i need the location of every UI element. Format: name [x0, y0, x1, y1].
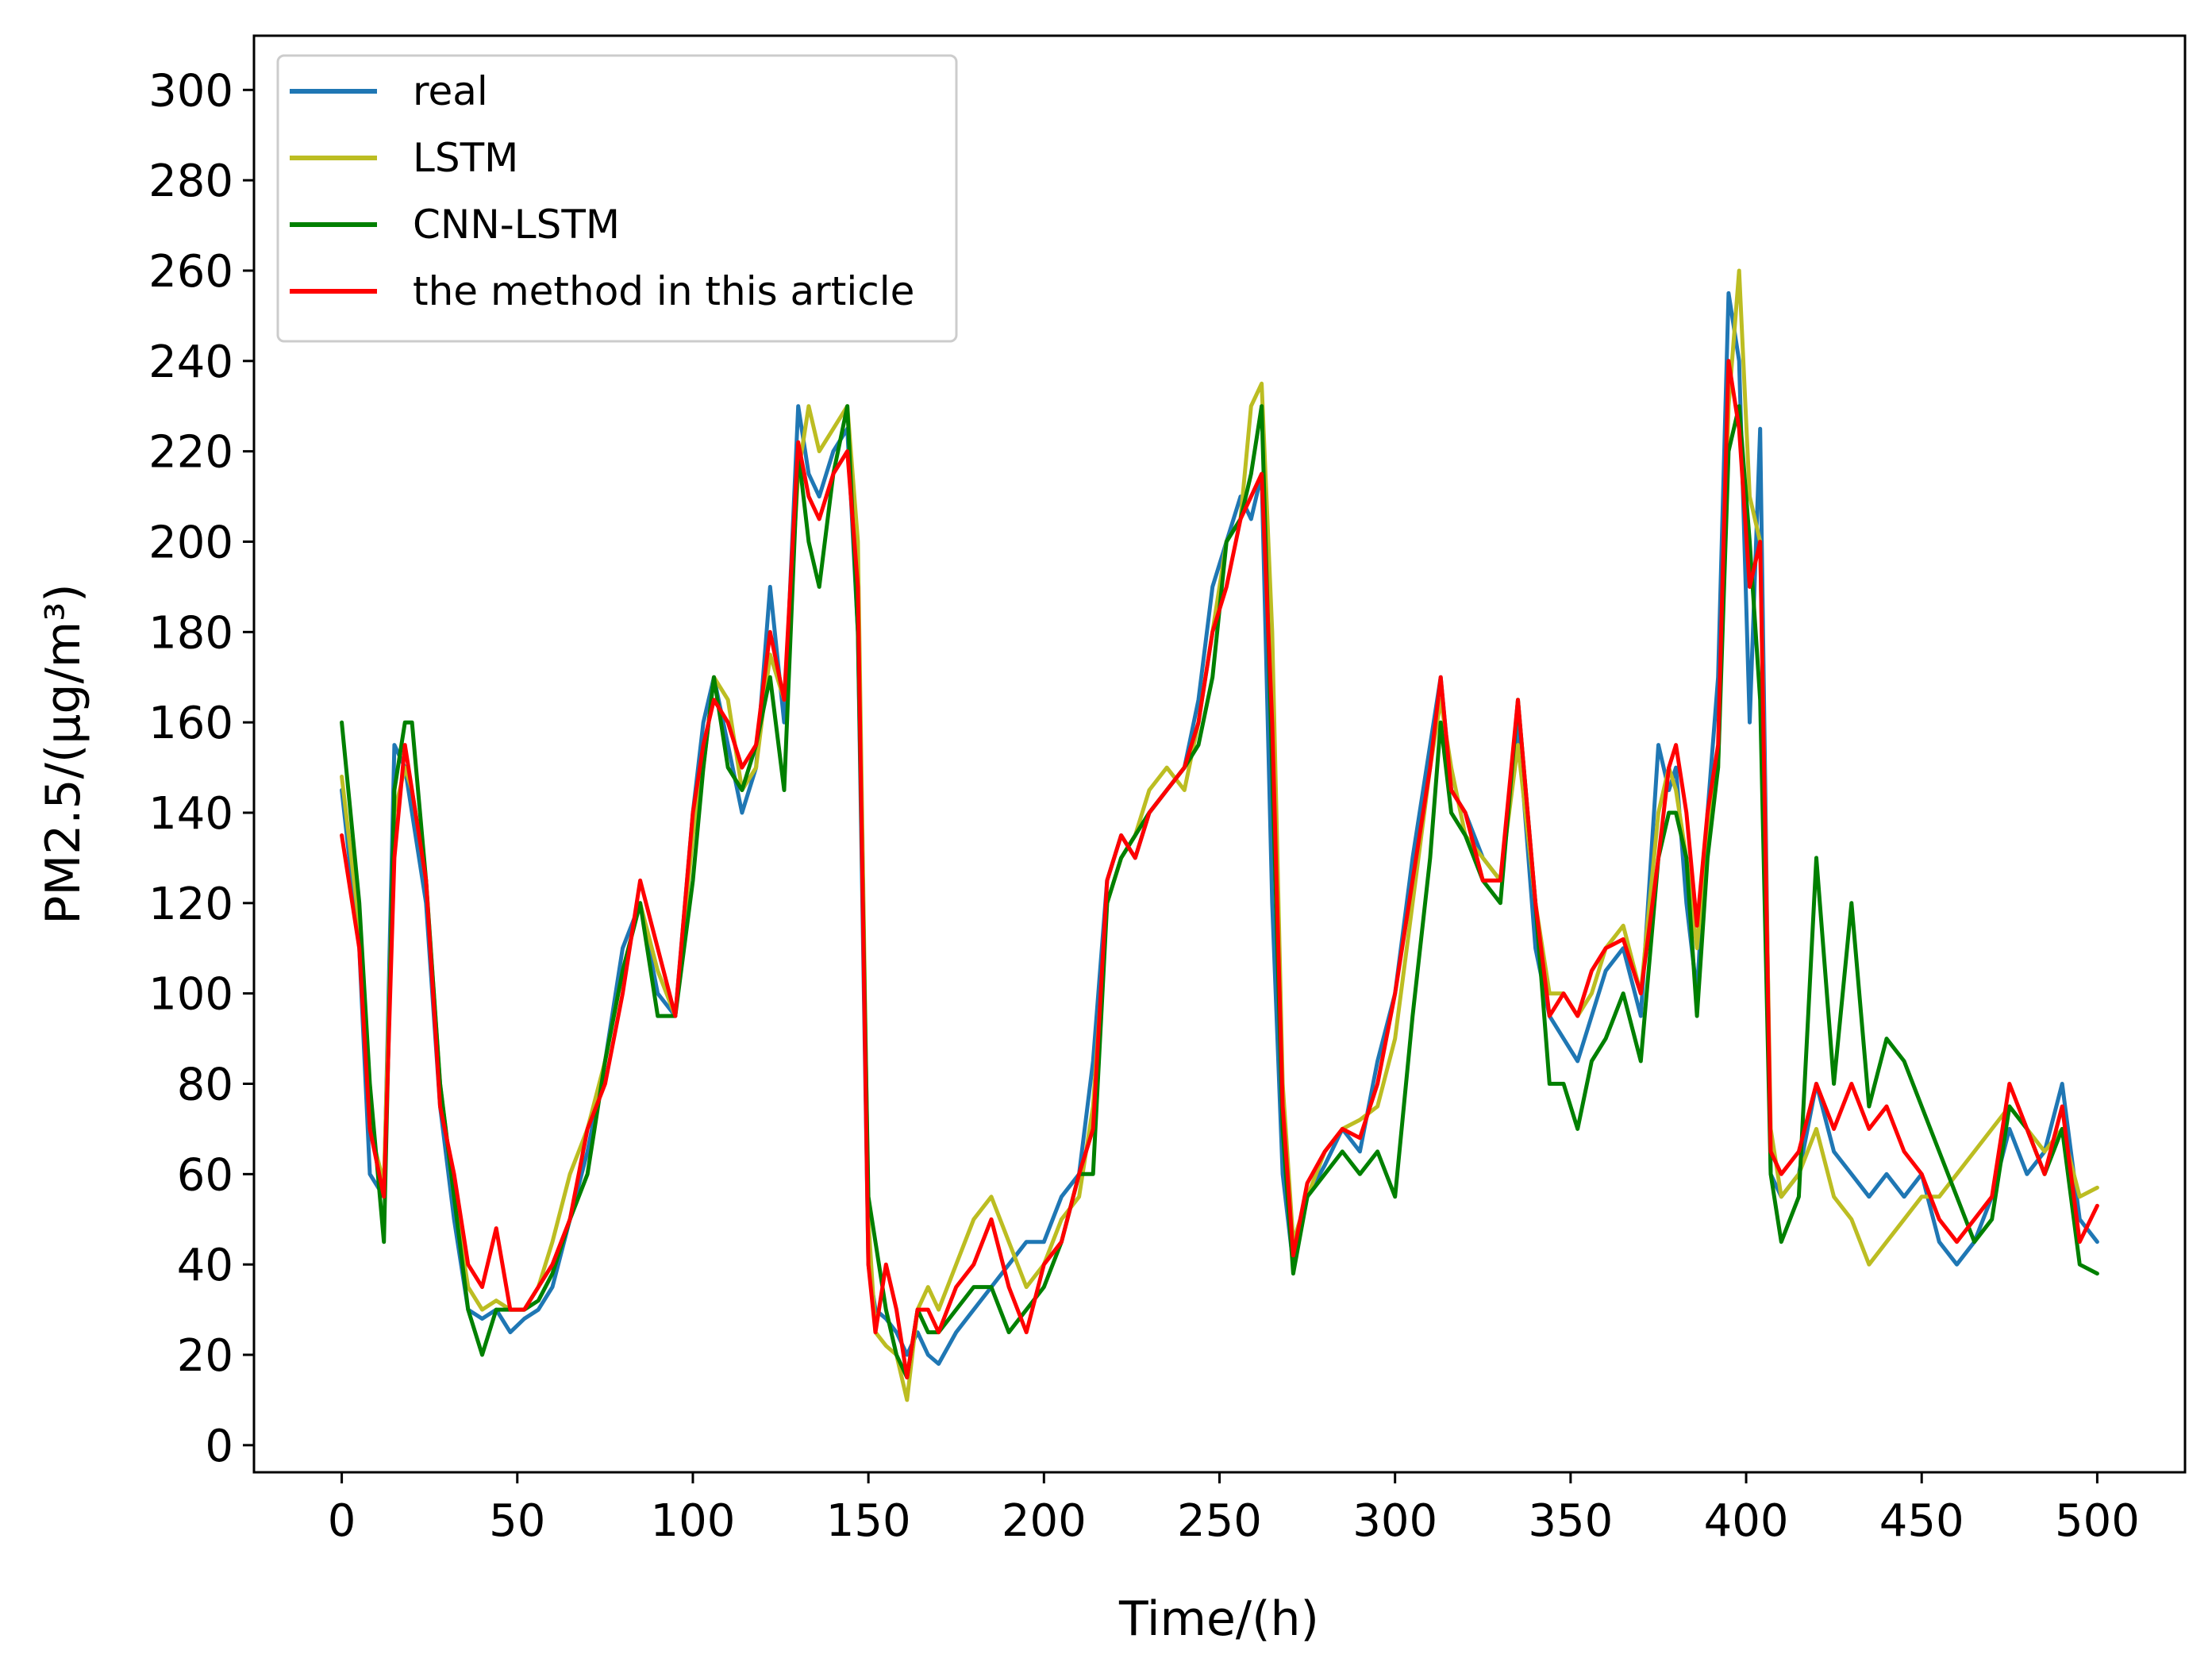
- x-tick-label-7: 350: [1528, 1495, 1613, 1547]
- x-tick-label-8: 400: [1704, 1495, 1789, 1547]
- y-tick-label-9: 180: [148, 607, 233, 659]
- y-tick-label-12: 240: [148, 337, 233, 388]
- y-axis-label: PM2.5/(μg/m³): [36, 583, 91, 924]
- y-tick-label-6: 120: [148, 879, 233, 930]
- y-tick-label-14: 280: [148, 156, 233, 207]
- legend: real LSTM CNN-LSTM the method in this artic…: [276, 54, 958, 343]
- x-tick-label-2: 100: [651, 1495, 736, 1547]
- x-tick-label-10: 500: [2055, 1495, 2140, 1547]
- y-tick-label-8: 160: [148, 698, 233, 749]
- legend-label-1: LSTM: [413, 135, 518, 181]
- legend-label-2: CNN-LSTM: [413, 202, 620, 248]
- y-tick-label-2: 40: [177, 1240, 233, 1291]
- x-tick-label-4: 200: [1002, 1495, 1087, 1547]
- legend-label-3: the method in this article: [413, 268, 914, 314]
- y-tick-label-1: 20: [177, 1330, 233, 1382]
- y-tick-label-11: 220: [148, 427, 233, 479]
- legend-items: real LSTM CNN-LSTM the method in this artic…: [290, 68, 914, 314]
- y-tick-label-13: 260: [148, 246, 233, 298]
- y-tick-label-10: 200: [148, 517, 233, 568]
- y-tick-label-0: 0: [205, 1421, 233, 1472]
- y-tick-label-3: 60: [177, 1149, 233, 1201]
- x-tick-label-0: 0: [328, 1495, 356, 1547]
- x-tick-label-9: 450: [1879, 1495, 1964, 1547]
- y-tick-label-5: 100: [148, 969, 233, 1021]
- x-tick-label-3: 150: [826, 1495, 911, 1547]
- y-tick-label-15: 300: [148, 65, 233, 117]
- ticks-layer: 0 50 100 150 200 250 300 350 400 450 500 0 20 40 60 80 1…: [148, 65, 2140, 1547]
- series-line-3: [340, 359, 2099, 1379]
- x-axis-label: Time/(h): [1118, 1591, 1319, 1647]
- y-tick-label-4: 80: [177, 1060, 233, 1111]
- series-layer: [340, 268, 2099, 1402]
- legend-label-0: real: [413, 68, 488, 114]
- x-tick-label-5: 250: [1177, 1495, 1262, 1547]
- x-tick-label-1: 50: [489, 1495, 545, 1547]
- x-tick-label-6: 300: [1352, 1495, 1437, 1547]
- legend-box: [276, 54, 958, 343]
- y-tick-label-7: 140: [148, 788, 233, 840]
